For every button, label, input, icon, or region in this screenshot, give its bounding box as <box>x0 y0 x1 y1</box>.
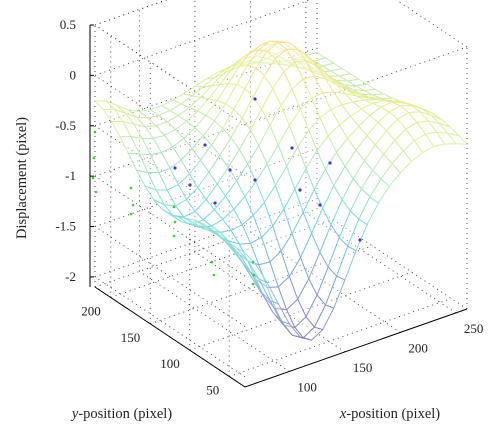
grid-line <box>94 0 168 26</box>
grid-line <box>139 271 290 372</box>
y-axis-label: y-position (pixel) <box>70 406 172 422</box>
z-tick-label: -0.5 <box>55 118 76 133</box>
data-marker <box>203 143 207 147</box>
data-marker <box>228 168 232 172</box>
x-axis-label: x-position (pixel) <box>339 406 440 422</box>
y-tick-label: 150 <box>121 330 141 345</box>
x-tick-label: 150 <box>353 360 373 375</box>
data-marker <box>91 176 95 180</box>
y-axis-line <box>94 286 246 388</box>
grid-line <box>94 75 246 176</box>
data-marker <box>93 130 97 134</box>
x-tick-label: 200 <box>408 340 428 355</box>
data-marker <box>290 146 294 150</box>
z-tick-label: 0 <box>70 67 77 82</box>
data-marker <box>188 183 192 187</box>
y-tick-label: 200 <box>81 304 101 319</box>
x-tick-label: 100 <box>297 379 317 394</box>
z-tick-label: -2 <box>65 269 76 284</box>
data-marker <box>173 220 177 224</box>
x-axis-line <box>244 308 468 388</box>
grid-line <box>94 276 246 378</box>
z-tick-label: 0.5 <box>60 17 76 32</box>
grid-line <box>194 251 346 353</box>
data-marker <box>172 205 176 209</box>
x-tick-label: 250 <box>464 321 484 336</box>
grid-line <box>229 298 452 377</box>
y-tick-label: 50 <box>206 382 219 397</box>
data-marker <box>173 166 177 170</box>
data-marker <box>92 156 96 160</box>
axis-lines <box>89 25 468 388</box>
data-marker <box>213 201 217 205</box>
data-markers <box>91 97 362 286</box>
data-marker <box>358 238 362 242</box>
tick-labels: 0.5 0 -0.5 -1 -1.5 -2 100 150 200 250 50 100 150 200 <box>55 17 483 397</box>
data-marker <box>318 203 322 207</box>
data-marker <box>94 190 98 194</box>
grid-line <box>305 212 457 314</box>
data-marker <box>129 186 133 190</box>
data-marker <box>131 203 135 207</box>
grid-line <box>94 24 246 126</box>
z-tick-label: -1 <box>65 168 76 183</box>
data-marker <box>251 282 255 286</box>
grid-line <box>94 125 246 227</box>
surface-mesh <box>93 40 469 341</box>
data-marker <box>253 97 257 101</box>
data-marker <box>252 273 256 277</box>
z-axis-label: Displacement (pixel) <box>14 117 30 239</box>
data-marker <box>210 260 214 264</box>
data-marker <box>253 178 257 182</box>
grid-line <box>94 226 246 327</box>
z-tick-label: -1.5 <box>55 219 76 234</box>
data-marker <box>129 212 133 216</box>
grid-line <box>395 0 468 48</box>
data-marker <box>212 273 216 277</box>
data-marker <box>251 260 255 264</box>
y-tick-label: 100 <box>160 356 180 371</box>
data-marker <box>172 234 176 238</box>
grid-line <box>250 232 401 333</box>
data-marker <box>298 188 302 192</box>
grid-line <box>316 208 468 310</box>
data-marker <box>328 161 332 165</box>
grid-line <box>94 0 168 26</box>
